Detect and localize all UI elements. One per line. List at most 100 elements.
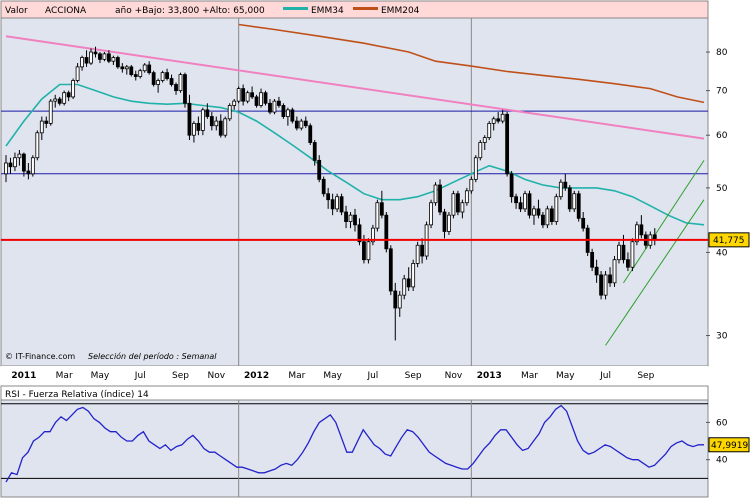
x-axis-label: Sep [637,371,654,381]
candle-body [326,193,331,201]
candle-body [165,72,169,79]
candle-body [487,122,492,139]
candle-body [447,214,451,232]
x-axis-label: Jul [366,371,378,381]
candle-body [599,274,603,296]
y-tick-label: 40 [716,248,728,258]
candle-body [626,259,630,268]
candle-body [241,88,246,102]
candle-body [250,92,254,98]
candle-body [397,294,402,309]
candle-body [478,142,483,159]
candle-body [124,66,129,70]
candle-body [183,74,187,104]
candle-body [348,214,353,222]
candle-body [567,187,572,210]
legend-swatch-emm204 [353,7,378,10]
candle-body [290,109,295,122]
candle-body [277,100,281,106]
candle-body [272,100,277,113]
candle-body [429,202,433,226]
last-price-label: 41,775 [713,236,745,246]
candle-body [634,224,639,243]
range-text: año +Bajo: 33,800 +Alto: 65,000 [115,6,265,16]
candle-body [236,88,241,102]
valor-label: Valor [5,6,28,16]
candle-body [259,92,263,106]
candle-body [518,202,523,210]
candle-body [200,109,205,131]
candle-body [26,170,31,175]
candle-body [227,105,232,120]
x-axis: 2011 Mar May Jul Sep Nov 2012 Mar May Jul Sep Nov 20… [11,371,654,381]
candle-body [312,142,317,161]
x-axis-label: Sep [172,371,189,381]
candle-body [482,137,487,143]
candle-body [353,214,357,226]
candle-body [370,227,375,243]
candle-body [187,102,192,136]
candle-body [151,72,156,85]
candle-body [218,120,223,136]
legend-emm204: EMM204 [381,6,420,16]
candle-body [612,259,617,284]
candle-body [57,98,62,104]
candle-body [268,102,272,113]
candle-body [523,193,527,210]
candle-body [411,263,416,288]
candle-body [621,244,626,261]
candle-body [576,193,581,219]
y-tick-label: 80 [716,48,728,58]
candle-body [442,211,447,232]
x-axis-label: Nov [445,371,463,381]
candle-body [13,157,17,168]
candle-body [39,120,44,134]
candle-body [572,193,577,210]
candle-body [541,214,545,226]
candle-body [581,217,586,229]
candle-body [464,190,469,204]
candle-body [102,53,107,60]
candle-body [608,274,612,284]
candle-body [205,109,210,117]
price-layer: 30 40 50 60 70 80 41,775 [1,18,750,366]
candle-body [62,92,67,104]
candle-body [192,122,196,136]
candle-body [120,66,125,70]
rsi-layer: 40 60 47,9919 [1,400,750,497]
candle-body [214,120,219,127]
candle-body [21,153,26,172]
last-price-box [708,232,750,248]
candle-body [509,173,514,198]
candle-body [384,214,389,250]
candle-body [178,74,183,92]
channel-line-upper [623,160,705,284]
candle-body [223,118,228,136]
candle-body [321,178,326,195]
candle-body [406,278,411,288]
candle-body [339,196,344,213]
rsi-title: RSI - Fuerza Relativa (índice) 14 [5,390,149,400]
y-tick-label: 50 [716,184,728,194]
emm204-line [238,23,705,104]
price-plot-area [0,17,709,367]
candle-body [30,157,35,175]
x-axis-label: Mar [521,371,538,381]
candle-body [160,72,165,81]
candle-body [514,196,518,204]
candle-body [66,92,71,98]
candle-body [169,78,174,85]
x-axis-label: Jul [599,371,611,381]
candle-body [366,241,371,261]
candle-body [281,105,286,117]
stock-name: ACCIONA [45,6,87,16]
legend-swatch-emm34 [283,7,308,10]
candle-body [285,109,290,117]
candle-body [174,84,178,92]
candle-body [263,92,268,104]
candle-body [245,92,250,102]
legend-emm34: EMM34 [311,6,344,16]
candle-body [17,153,22,159]
candle-body [617,244,621,261]
candle-body [299,120,304,129]
